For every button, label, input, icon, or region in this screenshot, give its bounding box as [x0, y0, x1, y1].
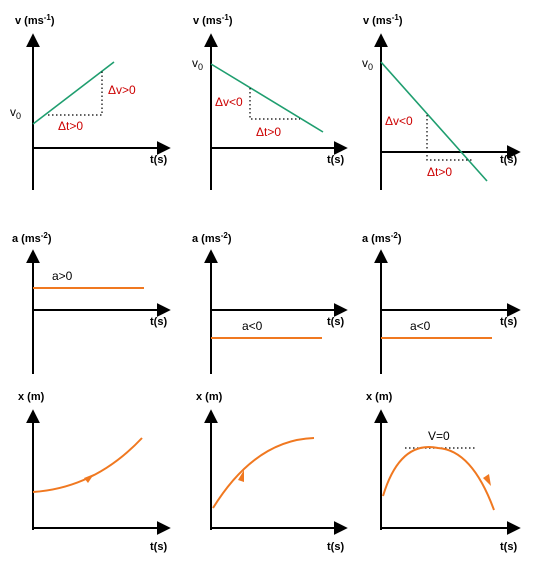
delta-t-label: Δt>0 — [256, 125, 281, 139]
acceleration-graph-negative-2: a (ms-2) t(s) a<0 — [362, 231, 521, 374]
velocity-line — [32, 61, 115, 125]
acceleration-label: a>0 — [52, 269, 73, 283]
position-curve — [32, 437, 143, 493]
y-axis-label: a (ms-2) — [362, 231, 402, 245]
x-axis-label: t(s) — [150, 541, 167, 553]
acceleration-label: a<0 — [410, 319, 431, 333]
delta-v-label: Δv<0 — [215, 95, 243, 109]
x-axis-label: t(s) — [500, 316, 517, 328]
x-axis-label: t(s) — [327, 316, 344, 328]
position-curve — [212, 437, 315, 509]
velocity-line — [210, 63, 324, 133]
y-axis-label: x (m) — [196, 391, 223, 403]
x-axis-label: t(s) — [150, 316, 167, 328]
direction-arrow-icon — [483, 474, 491, 486]
slope-triangle — [426, 115, 472, 161]
y-axis-label: x (m) — [18, 391, 45, 403]
y-axis-label: x (m) — [366, 391, 393, 403]
y-axis-label: v (ms-1) — [15, 13, 55, 27]
v0-label: v0 — [362, 56, 373, 72]
x-axis-label: t(s) — [150, 154, 167, 166]
x-axis-label: t(s) — [500, 154, 517, 166]
acceleration-graph-positive: a (ms-2) t(s) a>0 — [12, 231, 171, 374]
delta-v-label: Δv<0 — [385, 114, 413, 128]
velocity-graph-decreasing-negative: v (ms-1) t(s) v0 Δv<0 Δt>0 — [362, 13, 521, 190]
y-axis-label: v (ms-1) — [193, 13, 233, 27]
delta-t-label: Δt>0 — [427, 165, 452, 179]
acceleration-label: a<0 — [242, 319, 263, 333]
v0-label: v0 — [10, 105, 21, 121]
x-axis-label: t(s) — [500, 541, 517, 553]
acceleration-graph-negative: a (ms-2) t(s) a<0 — [192, 231, 348, 374]
x-axis-label: t(s) — [327, 541, 344, 553]
v0-label: v0 — [192, 56, 203, 72]
position-graph-concave-up: x (m) t(s) — [18, 391, 171, 553]
direction-arrow-icon — [84, 474, 94, 483]
x-axis-label: t(s) — [327, 154, 344, 166]
y-axis-label: v (ms-1) — [363, 13, 403, 27]
velocity-line — [380, 61, 488, 182]
y-axis-label: a (ms-2) — [192, 231, 232, 245]
velocity-graph-decreasing: v (ms-1) t(s) v0 Δv<0 Δt>0 — [192, 13, 348, 190]
peak-label: V=0 — [428, 429, 450, 443]
slope-triangle — [48, 70, 103, 116]
delta-v-label: Δv>0 — [108, 83, 136, 97]
velocity-graph-increasing: v (ms-1) t(s) v0 Δv>0 Δt>0 — [10, 13, 171, 190]
position-graph-concave-down: x (m) t(s) — [196, 391, 348, 553]
direction-arrow-icon — [238, 470, 244, 482]
position-curve — [382, 446, 495, 511]
delta-t-label: Δt>0 — [58, 119, 83, 133]
slope-triangle — [249, 88, 300, 120]
position-graph-peak: x (m) t(s) V=0 — [366, 391, 521, 553]
y-axis-label: a (ms-2) — [12, 231, 52, 245]
